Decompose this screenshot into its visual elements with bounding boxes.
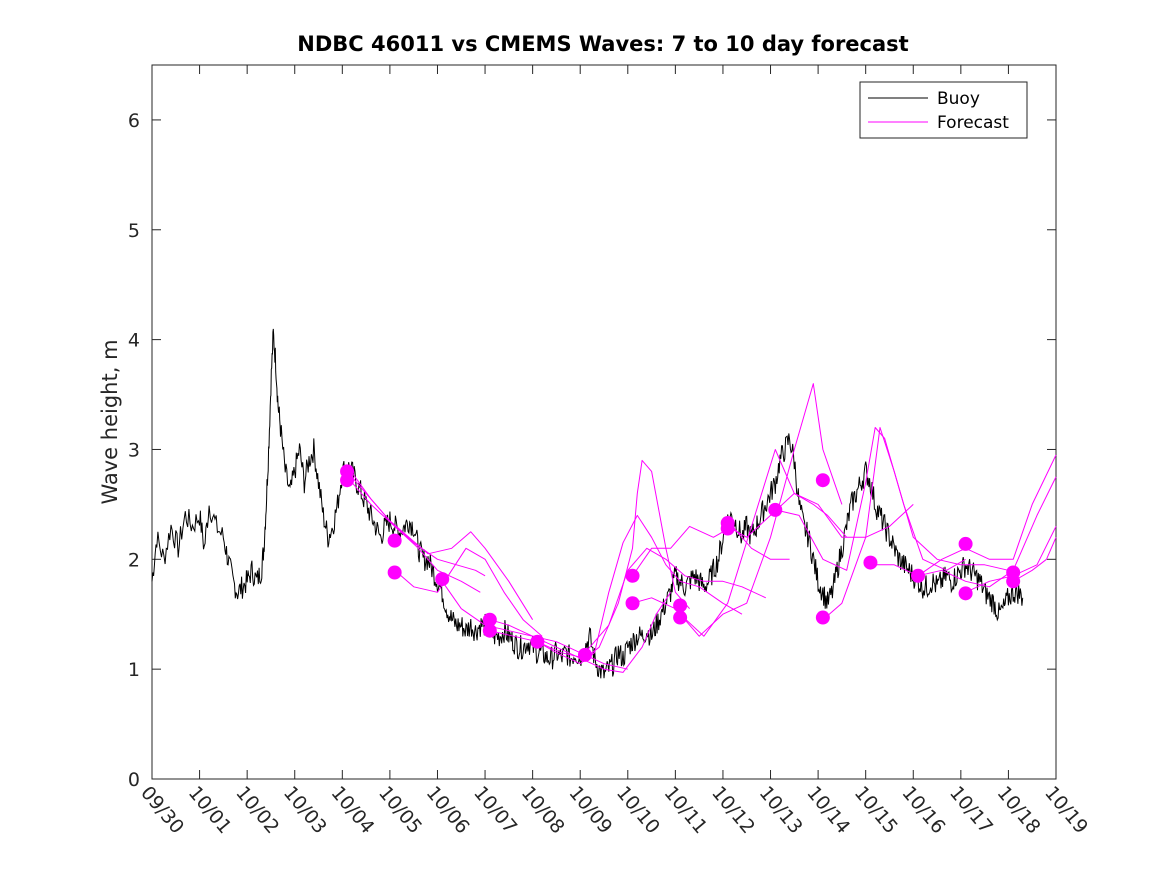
forecast-marker (863, 555, 878, 570)
legend-forecast-label: Forecast (937, 113, 1009, 133)
buoy-series-line (151, 328, 1024, 679)
forecast-series-line (775, 427, 966, 571)
forecast-series-line (537, 514, 743, 665)
forecast-marker (958, 586, 973, 601)
forecast-series-line (822, 427, 1009, 621)
forecast-marker (673, 598, 688, 613)
forecast-marker (1006, 574, 1021, 589)
y-tick-label: 2 (128, 549, 140, 571)
forecast-marker (577, 647, 592, 662)
forecast-marker (720, 521, 735, 536)
legend-buoy-label: Buoy (937, 89, 980, 109)
forecast-marker (768, 502, 783, 517)
forecast-marker (625, 568, 640, 583)
forecast-series-line (346, 476, 481, 593)
forecast-series-line (346, 465, 534, 620)
plot-area (151, 64, 1057, 780)
forecast-marker (815, 610, 830, 625)
forecast-series-line (489, 592, 672, 673)
forecast-marker (958, 536, 973, 551)
forecast-series-line (727, 492, 914, 538)
forecast-marker (387, 533, 402, 548)
forecast-marker (673, 610, 688, 625)
forecast-series-line (1012, 537, 1057, 582)
forecast-marker (387, 565, 402, 580)
forecast-marker (482, 623, 497, 638)
forecast-marker (815, 473, 830, 488)
series-layer (151, 328, 1057, 679)
forecast-marker (911, 568, 926, 583)
forecast-marker (340, 473, 355, 488)
forecast-marker (482, 612, 497, 627)
forecast-marker (435, 572, 450, 587)
y-tick-label: 4 (128, 330, 140, 352)
forecast-series-line (632, 383, 843, 637)
legend: Buoy Forecast (859, 81, 1028, 139)
chart-title: NDBC 46011 vs CMEMS Waves: 7 to 10 day f… (297, 32, 908, 56)
forecast-marker (625, 596, 640, 611)
y-tick-label: 0 (128, 769, 140, 791)
y-tick-label: 1 (128, 659, 140, 681)
y-tick-label: 3 (128, 439, 140, 461)
y-tick-label: 6 (128, 110, 140, 132)
legend-box (859, 81, 1028, 139)
forecast-series-line (394, 547, 543, 637)
forecast-series-line (917, 476, 1057, 588)
forecast-marker (530, 634, 545, 649)
forecast-series-line (584, 547, 767, 654)
y-axis-label: Wave height, m (98, 339, 122, 504)
y-tick-label: 5 (128, 220, 140, 242)
y-axis: 0 1 2 3 4 5 6 (128, 110, 1056, 791)
